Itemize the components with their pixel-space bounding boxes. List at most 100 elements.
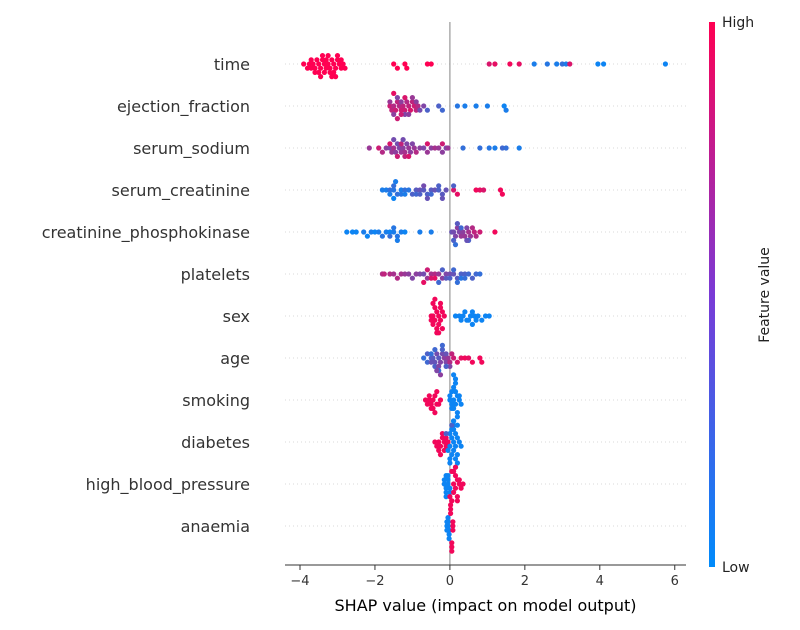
feature-label: serum_creatinine <box>112 181 250 201</box>
shap-point <box>447 275 453 281</box>
shap-point <box>450 527 456 533</box>
shap-point <box>445 355 451 361</box>
shap-point <box>447 397 453 403</box>
shap-point <box>398 107 404 113</box>
shap-point <box>559 61 565 67</box>
shap-point <box>432 275 438 281</box>
shap-point <box>417 229 423 235</box>
shap-point <box>662 61 669 67</box>
shap-point <box>451 237 457 243</box>
shap-point <box>389 107 395 113</box>
shap-point <box>394 141 400 147</box>
shap-point <box>428 275 434 281</box>
shap-point <box>387 229 393 235</box>
shap-point <box>432 347 438 353</box>
shap-point <box>473 233 479 239</box>
shap-point <box>451 481 457 487</box>
x-axis: −4 −2 0 2 4 6 <box>285 564 686 589</box>
shap-point <box>409 141 415 147</box>
shap-point <box>391 187 397 193</box>
shap-point <box>458 317 464 323</box>
shap-point <box>443 485 449 491</box>
shap-point <box>434 309 440 315</box>
shap-point <box>449 426 455 432</box>
shap-point <box>432 393 438 399</box>
shap-point <box>391 103 397 109</box>
shap-point <box>372 229 378 235</box>
shap-point <box>428 229 434 235</box>
shap-point <box>462 103 468 109</box>
shap-point <box>462 275 468 281</box>
shap-point <box>417 271 423 277</box>
shap-point <box>398 271 404 277</box>
shap-point <box>454 191 460 197</box>
shap-point <box>434 326 440 332</box>
shap-point <box>443 489 449 495</box>
shap-point <box>477 271 483 277</box>
shap-point <box>400 145 406 151</box>
shap-point <box>451 447 457 453</box>
shap-point <box>402 191 408 197</box>
shap-point <box>402 229 408 235</box>
shap-point <box>391 271 397 277</box>
shap-point <box>432 317 438 323</box>
shap-point <box>439 275 445 281</box>
shap-point <box>499 145 505 151</box>
shap-point <box>329 74 335 80</box>
shap-point <box>443 359 449 365</box>
shap-point <box>387 141 393 147</box>
shap-point <box>458 233 464 239</box>
shap-point <box>391 183 397 189</box>
shap-point <box>445 447 451 453</box>
shap-point <box>451 372 457 378</box>
shap-point <box>447 271 453 277</box>
shap-point <box>422 397 429 403</box>
x-tick-label: 0 <box>446 574 454 589</box>
shap-point <box>391 145 397 151</box>
shap-point <box>430 313 436 319</box>
shap-point <box>402 107 408 113</box>
shap-point <box>458 401 464 407</box>
shap-point <box>469 321 475 327</box>
shap-point <box>499 191 505 197</box>
shap-point <box>447 485 453 491</box>
shap-point <box>436 183 442 189</box>
shap-point <box>447 431 453 437</box>
shap-point <box>446 531 452 538</box>
colorbar-gradient <box>709 22 715 567</box>
shap-point <box>432 187 438 193</box>
shap-point <box>445 523 451 529</box>
row-gridlines <box>285 63 686 527</box>
shap-point <box>458 275 464 281</box>
shap-point <box>340 61 346 67</box>
shap-point <box>531 61 537 67</box>
shap-point <box>458 443 464 449</box>
shap-point <box>353 229 359 235</box>
shap-point <box>319 53 326 59</box>
shap-point <box>361 229 367 235</box>
shap-point <box>484 103 490 109</box>
shap-point <box>437 397 444 403</box>
shap-point <box>443 443 449 449</box>
shap-point <box>439 309 445 315</box>
shap-point <box>402 187 408 193</box>
shap-point <box>436 279 442 285</box>
shap-point <box>394 65 400 71</box>
shap-point <box>595 61 601 67</box>
shap-point <box>451 355 457 361</box>
shap-point <box>426 397 432 403</box>
shap-point <box>391 137 397 143</box>
shap-point <box>398 187 404 193</box>
shap-point <box>421 183 427 189</box>
shap-point <box>391 225 397 231</box>
shap-point <box>452 473 459 479</box>
shap-point <box>325 53 331 59</box>
shap-point <box>413 271 419 277</box>
shap-point <box>426 393 432 399</box>
shap-point <box>454 460 460 466</box>
shap-point <box>462 309 468 315</box>
shap-point <box>486 145 492 151</box>
shap-point <box>479 317 485 323</box>
shap-point <box>436 355 442 361</box>
shap-point <box>471 313 477 319</box>
